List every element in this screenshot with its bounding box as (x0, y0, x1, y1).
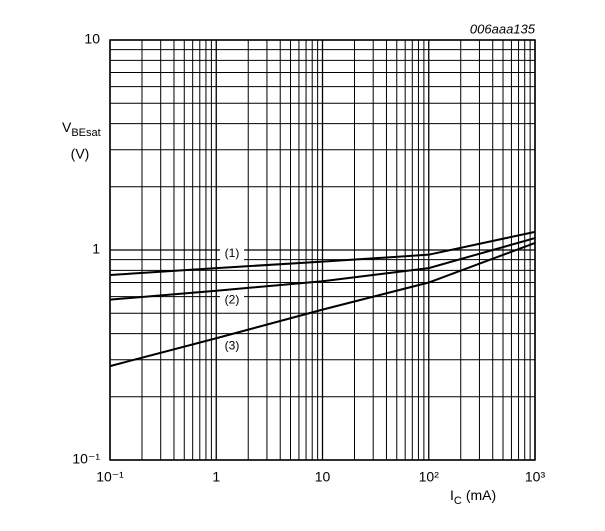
x-label-sub: C (454, 495, 462, 507)
series-label: (1) (225, 246, 240, 260)
label-bg (220, 292, 244, 309)
plot-frame (109, 39, 536, 461)
y-label-main: V (62, 119, 72, 135)
series-label: (2) (225, 293, 240, 307)
series-label: (3) (225, 338, 240, 352)
x-tick-label: 10⁻¹ (96, 469, 124, 485)
x-label-main: I (450, 487, 454, 503)
y-tick-label: 1 (92, 241, 100, 257)
x-tick-label: 1 (212, 469, 220, 485)
x-tick-label: 10² (419, 469, 440, 485)
y-axis-unit: (V) (71, 146, 90, 162)
curve (109, 230, 536, 277)
y-tick-label: 10⁻¹ (72, 451, 100, 467)
x-label-unit: (mA) (466, 487, 496, 503)
x-tick-label: 10³ (525, 469, 546, 485)
x-axis-label: IC (mA) (450, 487, 496, 507)
curve (109, 242, 536, 368)
annotation: 006aaa135 (470, 21, 536, 36)
y-label-sub: BEsat (71, 127, 100, 139)
label-bg (220, 338, 244, 355)
x-tick-label: 10 (315, 469, 331, 485)
curve (109, 237, 536, 301)
label-bg (220, 246, 244, 263)
y-tick-label: 10 (84, 31, 100, 47)
y-axis-label: VBEsat (62, 119, 101, 139)
